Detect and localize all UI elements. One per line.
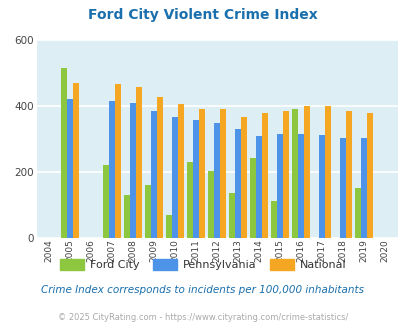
Bar xyxy=(124,195,130,238)
Bar xyxy=(277,134,282,238)
Bar xyxy=(354,188,360,238)
Bar xyxy=(193,120,199,238)
Bar xyxy=(262,113,267,238)
Text: © 2025 CityRating.com - https://www.cityrating.com/crime-statistics/: © 2025 CityRating.com - https://www.city… xyxy=(58,313,347,322)
Bar xyxy=(130,103,136,238)
Bar xyxy=(115,84,121,238)
Bar xyxy=(235,129,241,238)
Bar xyxy=(172,117,178,238)
Bar xyxy=(318,135,324,238)
Text: Ford City Violent Crime Index: Ford City Violent Crime Index xyxy=(88,8,317,22)
Bar xyxy=(256,136,262,238)
Text: Crime Index corresponds to incidents per 100,000 inhabitants: Crime Index corresponds to incidents per… xyxy=(41,285,364,295)
Bar xyxy=(166,214,172,238)
Bar xyxy=(103,165,109,238)
Bar xyxy=(282,111,288,238)
Bar xyxy=(303,106,309,238)
Bar xyxy=(145,185,151,238)
Bar xyxy=(339,138,345,238)
Bar xyxy=(73,83,79,238)
Bar xyxy=(187,162,193,238)
Bar xyxy=(324,106,330,238)
Bar xyxy=(366,113,372,238)
Bar xyxy=(136,87,142,238)
Bar xyxy=(151,111,157,238)
Bar xyxy=(345,111,351,238)
Bar xyxy=(250,158,256,238)
Bar xyxy=(109,101,115,238)
Bar xyxy=(220,109,226,238)
Bar xyxy=(157,97,162,238)
Bar xyxy=(67,99,73,238)
Bar xyxy=(292,109,298,238)
Bar xyxy=(360,138,366,238)
Legend: Ford City, Pennsylvania, National: Ford City, Pennsylvania, National xyxy=(55,255,350,275)
Bar xyxy=(178,104,183,238)
Bar xyxy=(241,117,246,238)
Bar xyxy=(298,134,303,238)
Bar xyxy=(271,201,277,238)
Bar xyxy=(208,171,214,238)
Bar xyxy=(198,109,205,238)
Bar xyxy=(61,68,67,238)
Bar xyxy=(214,123,220,238)
Bar xyxy=(229,193,234,238)
